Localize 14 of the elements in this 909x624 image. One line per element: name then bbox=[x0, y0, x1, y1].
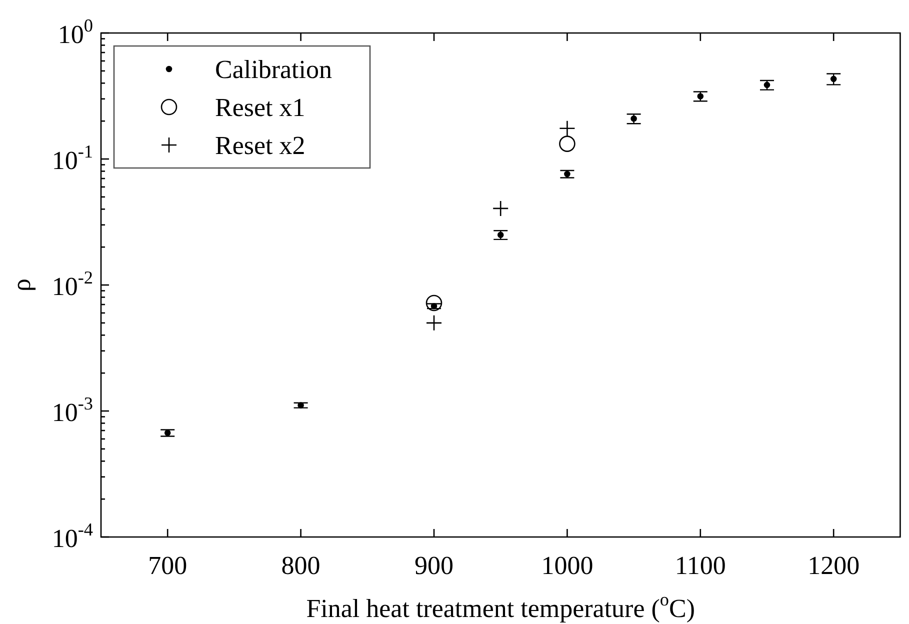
x-tick-label: 1200 bbox=[808, 551, 860, 580]
x-tick-label: 700 bbox=[148, 551, 188, 580]
point bbox=[492, 200, 509, 217]
x-tick-label: 1100 bbox=[674, 551, 726, 580]
y-axis-title: ρ bbox=[7, 278, 36, 292]
point bbox=[426, 314, 442, 332]
legend-label: Reset x1 bbox=[215, 93, 306, 122]
point bbox=[559, 136, 576, 152]
point bbox=[559, 120, 576, 137]
legend-label: Reset x2 bbox=[215, 131, 306, 160]
x-tick-label: 900 bbox=[414, 551, 454, 580]
legend-label: Calibration bbox=[215, 55, 332, 84]
x-tick-label: 1000 bbox=[541, 551, 594, 580]
x-tick-label: 800 bbox=[281, 551, 320, 580]
